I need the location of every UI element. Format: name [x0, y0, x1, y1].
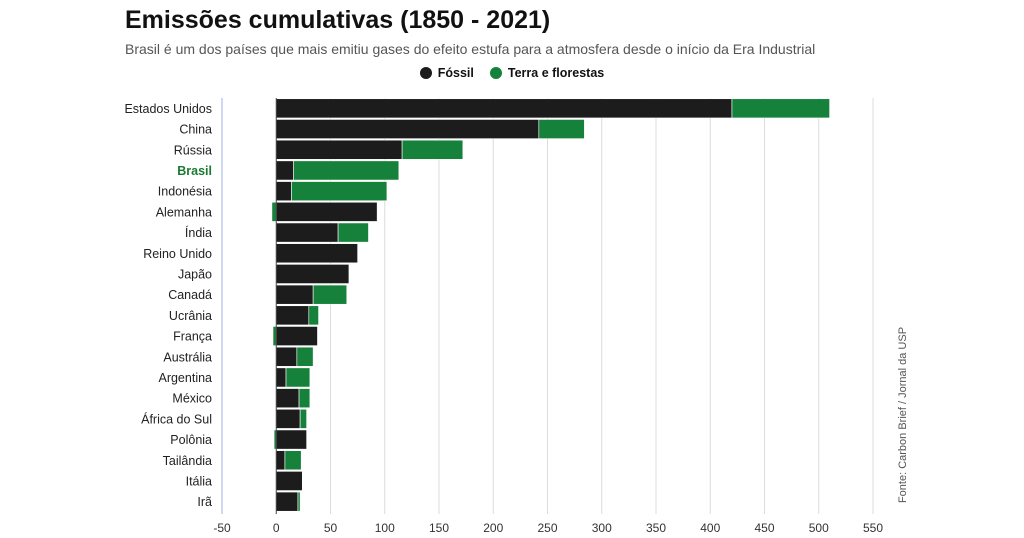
bar-fossil — [275, 305, 310, 326]
bar-fossil — [275, 429, 307, 450]
bar-land-forest — [271, 201, 277, 222]
legend-item-fossil: Fóssil — [419, 66, 474, 80]
legend-label-fossil: Fóssil — [437, 66, 474, 80]
bar-land-forest — [291, 181, 388, 202]
x-tick-label: 400 — [700, 521, 720, 535]
bar-fossil — [275, 388, 300, 409]
category-label: França — [173, 330, 212, 344]
bar-land-forest — [297, 491, 301, 512]
category-label: África do Sul — [141, 411, 212, 426]
bar-land-forest — [538, 119, 585, 139]
bar-fossil — [275, 181, 292, 202]
bar-fossil — [275, 491, 299, 512]
category-label: Japão — [178, 267, 212, 281]
x-tick-label: 550 — [863, 521, 883, 535]
bar-fossil — [275, 471, 303, 491]
category-label: Itália — [186, 474, 212, 488]
bar-land-forest — [293, 160, 400, 181]
x-tick-label: 0 — [273, 521, 280, 535]
category-label: Alemanha — [156, 205, 212, 219]
category-label: Indonésia — [158, 185, 212, 199]
x-tick-label: 300 — [592, 521, 612, 535]
x-tick-label: 450 — [754, 521, 774, 535]
bar-fossil — [275, 201, 378, 222]
legend: Fóssil Terra e florestas — [0, 66, 1024, 80]
category-label: Canadá — [168, 288, 212, 302]
bar-fossil — [275, 264, 350, 284]
source-note: Fonte: Carbon Brief / Jornal da USP — [897, 326, 909, 504]
bar-land-forest — [284, 450, 302, 471]
x-tick-label: 200 — [483, 521, 503, 535]
x-tick-label: 100 — [375, 521, 395, 535]
category-label: Ucrânia — [169, 309, 212, 323]
bar-fossil — [275, 408, 301, 429]
category-label: México — [172, 392, 212, 406]
category-label: Austrália — [163, 350, 212, 364]
bar-land-forest — [296, 346, 314, 367]
bar-fossil — [275, 367, 287, 388]
bar-fossil — [275, 243, 358, 264]
bar-fossil — [275, 160, 294, 181]
x-tick-label: 250 — [537, 521, 557, 535]
legend-label-land-forest: Terra e florestas — [507, 66, 605, 80]
category-label: Brasil — [177, 164, 212, 178]
bar-land-forest — [308, 305, 319, 326]
bar-land-forest — [731, 98, 830, 119]
legend-swatch-land-forest — [489, 67, 502, 79]
x-tick-label: -50 — [213, 521, 231, 535]
bar-land-forest — [298, 388, 311, 409]
bar-land-forest — [285, 367, 311, 388]
bar-land-forest — [299, 408, 307, 429]
chart-subtitle: Brasil é um dos países que mais emitiu g… — [125, 41, 816, 57]
x-tick-label: 150 — [429, 521, 449, 535]
legend-swatch-fossil — [419, 67, 432, 79]
x-tick-label: 350 — [646, 521, 666, 535]
legend-item-land-forest: Terra e florestas — [489, 66, 605, 80]
x-tick-label: 50 — [324, 521, 338, 535]
bar-fossil — [275, 119, 540, 139]
category-label: Polônia — [170, 433, 212, 447]
bar-land-forest — [337, 222, 369, 243]
category-label: Tailândia — [163, 454, 212, 468]
bar-fossil — [275, 346, 298, 367]
category-label: Índia — [185, 225, 212, 240]
category-label: Reino Unido — [143, 247, 212, 261]
bar-fossil — [275, 326, 318, 346]
category-label: Argentina — [158, 371, 212, 385]
bar-fossil — [275, 139, 403, 160]
category-label: Rússia — [174, 143, 212, 157]
bar-fossil — [275, 98, 733, 119]
bar-land-forest — [312, 284, 348, 305]
category-label: China — [179, 123, 212, 137]
bar-fossil — [275, 284, 314, 305]
bar-fossil — [275, 450, 286, 471]
category-label: Estados Unidos — [124, 102, 212, 116]
category-label: Irã — [197, 495, 212, 509]
x-tick-label: 500 — [809, 521, 829, 535]
bar-fossil — [275, 222, 339, 243]
chart-title: Emissões cumulativas (1850 - 2021) — [125, 6, 551, 34]
bar-land-forest — [401, 139, 464, 160]
